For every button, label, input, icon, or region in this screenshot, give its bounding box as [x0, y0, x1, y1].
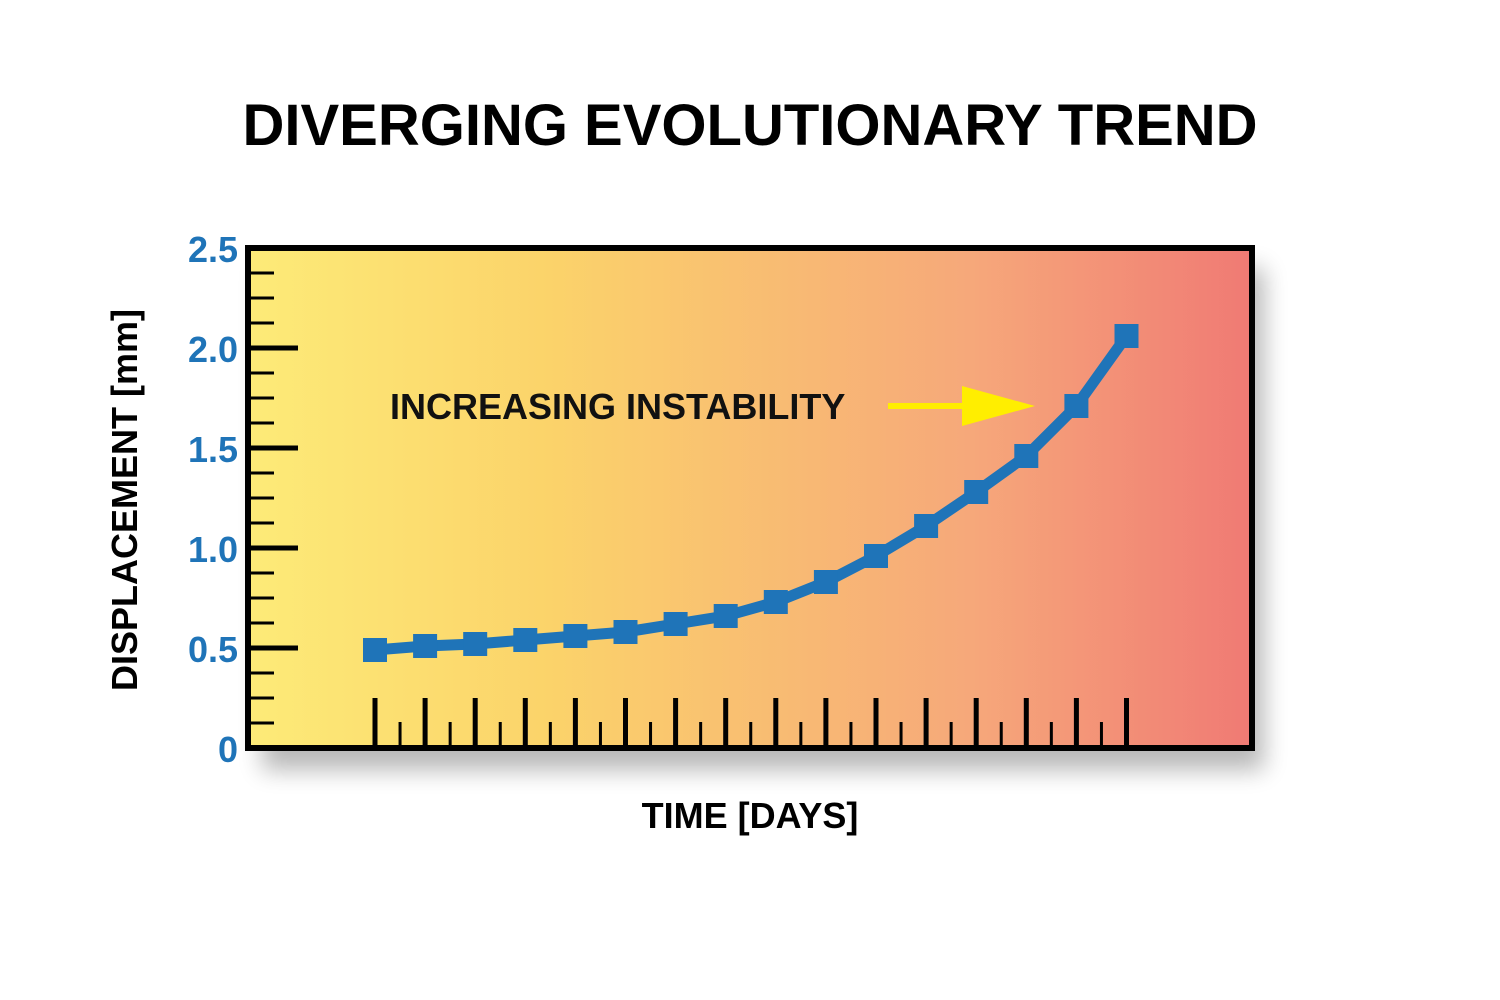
data-point: [613, 620, 638, 644]
y-tick-label: 1.0: [188, 529, 238, 570]
x-axis-ticks: [372, 698, 1129, 748]
annotation-label: INCREASING INSTABILITY: [390, 386, 845, 427]
data-point: [413, 634, 438, 658]
data-point: [1114, 324, 1139, 348]
y-tick-label: 2.5: [188, 229, 238, 270]
chart-title: DIVERGING EVOLUTIONARY TREND: [242, 93, 1257, 158]
data-point: [713, 604, 738, 628]
series-line: [374, 332, 1131, 656]
annotation-arrow: [888, 386, 1035, 426]
y-tick-label: 1.5: [188, 429, 238, 470]
data-point: [964, 480, 989, 504]
data-point: [813, 570, 838, 594]
y-axis-label: DISPLACEMENT [mm]: [104, 309, 145, 691]
data-point: [1014, 444, 1039, 468]
data-point: [463, 632, 488, 656]
plot-area: [245, 245, 1255, 751]
data-point: [363, 638, 387, 662]
y-axis-tick-labels: 0 0.5 1.0 1.5 2.0 2.5: [188, 229, 238, 770]
data-point: [1064, 394, 1089, 418]
y-tick-label: 2.0: [188, 329, 238, 370]
data-point: [914, 514, 939, 538]
data-point: [763, 590, 788, 614]
data-point: [513, 628, 538, 652]
data-point: [663, 612, 688, 636]
y-tick-label: 0.5: [188, 629, 238, 670]
y-axis-ticks: [248, 245, 298, 751]
x-axis-label: TIME [DAYS]: [642, 795, 859, 836]
data-point: [864, 544, 888, 568]
series-displacement: [363, 324, 1139, 662]
y-tick-label: 0: [218, 729, 238, 770]
data-point: [563, 624, 588, 648]
